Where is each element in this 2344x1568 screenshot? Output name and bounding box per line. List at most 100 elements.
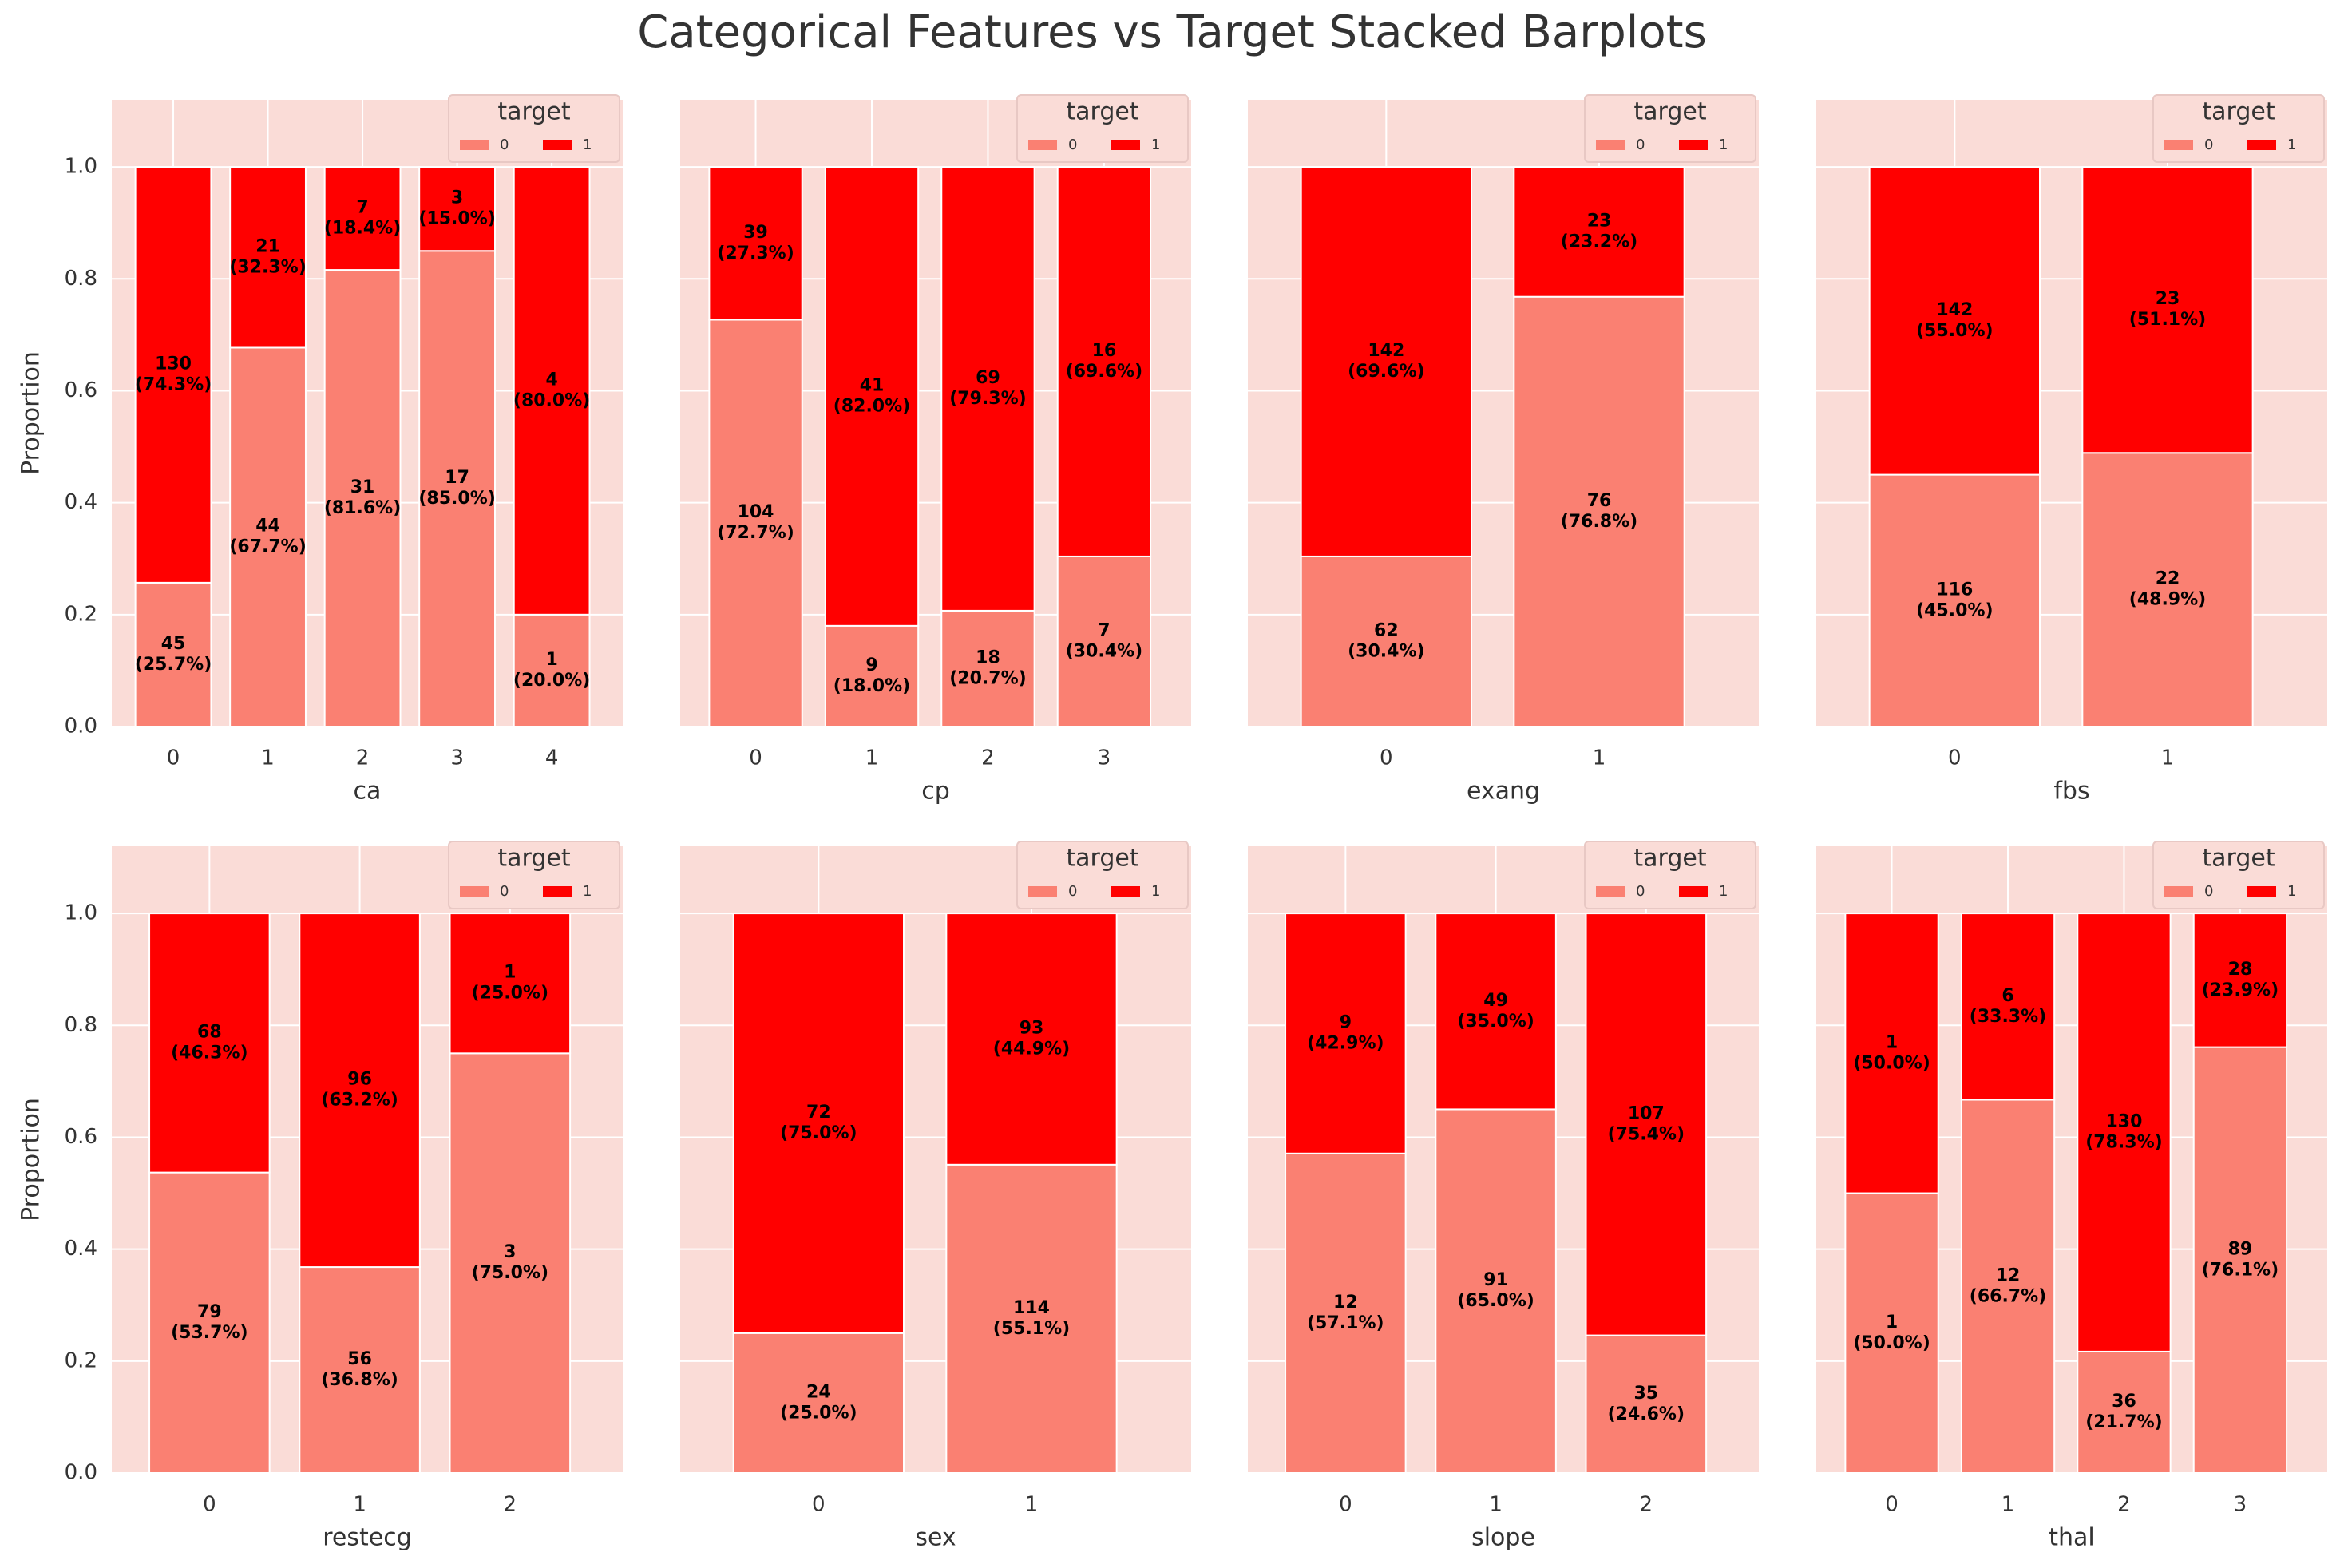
x-tick-label: 2 bbox=[2117, 1493, 2131, 1517]
legend-box bbox=[1584, 841, 1756, 909]
legend-swatch bbox=[1111, 140, 1140, 150]
x-axis-label: slope bbox=[1471, 1524, 1535, 1552]
legend-title: target bbox=[1633, 845, 1706, 873]
x-tick-label: 1 bbox=[1025, 1493, 1039, 1517]
data-label-count: 130 bbox=[2105, 1112, 2142, 1132]
data-label-count: 28 bbox=[2228, 960, 2253, 980]
bar-segment bbox=[148, 1171, 271, 1474]
legend-box bbox=[2152, 841, 2325, 909]
x-tick-label: 0 bbox=[749, 746, 762, 770]
data-label-count: 62 bbox=[1374, 620, 1399, 640]
data-label-percent: (44.9%) bbox=[993, 1039, 1070, 1059]
x-tick-label: 1 bbox=[1593, 746, 1606, 770]
data-label-percent: (78.3%) bbox=[2085, 1133, 2162, 1153]
bar-segment bbox=[708, 166, 803, 321]
data-label-percent: (55.1%) bbox=[993, 1319, 1070, 1339]
bar-segment bbox=[1868, 473, 2041, 727]
data-label-count: 41 bbox=[860, 375, 885, 395]
data-label-count: 18 bbox=[976, 647, 1000, 667]
data-label-count: 3 bbox=[451, 188, 463, 208]
bar-segment bbox=[323, 269, 402, 728]
data-label-percent: (75.4%) bbox=[1608, 1124, 1685, 1144]
bar-segment bbox=[1960, 1099, 2056, 1475]
legend-box bbox=[448, 94, 620, 163]
data-label-percent: (57.1%) bbox=[1307, 1313, 1384, 1333]
data-label-count: 35 bbox=[1634, 1384, 1659, 1404]
data-label-percent: (24.6%) bbox=[1608, 1404, 1685, 1424]
bar-segment bbox=[1435, 913, 1557, 1111]
x-tick-label: 1 bbox=[1489, 1493, 1503, 1517]
bar-segment bbox=[299, 913, 421, 1269]
bar-segment bbox=[940, 166, 1035, 612]
data-label-percent: (25.7%) bbox=[135, 655, 212, 675]
legend-label: 0 bbox=[500, 137, 509, 153]
data-label-percent: (76.8%) bbox=[1561, 512, 1637, 532]
data-label-percent: (30.4%) bbox=[1348, 641, 1424, 661]
x-axis-label: restecg bbox=[323, 1524, 412, 1552]
data-label-percent: (23.9%) bbox=[2202, 980, 2279, 1000]
bar-segment bbox=[299, 1266, 421, 1474]
data-label-count: 3 bbox=[504, 1242, 516, 1262]
bar-segment bbox=[1056, 166, 1152, 557]
bar-segment bbox=[229, 166, 307, 349]
data-label-count: 7 bbox=[356, 198, 368, 218]
data-label-count: 114 bbox=[1013, 1298, 1050, 1318]
bar-segment bbox=[1960, 913, 2056, 1101]
bar-segment bbox=[945, 1163, 1118, 1474]
data-label-percent: (25.0%) bbox=[780, 1403, 857, 1423]
data-label-count: 104 bbox=[738, 502, 774, 522]
x-tick-label: 0 bbox=[167, 746, 180, 770]
y-axis-label: Proportion bbox=[18, 1098, 46, 1222]
x-axis-label: ca bbox=[354, 778, 382, 806]
y-tick-label: 0.4 bbox=[65, 1237, 97, 1261]
data-label-percent: (74.3%) bbox=[135, 374, 212, 394]
legend-box bbox=[448, 841, 620, 909]
data-label-count: 9 bbox=[1340, 1012, 1352, 1032]
data-label-percent: (30.4%) bbox=[1066, 641, 1142, 661]
legend-swatch bbox=[2164, 886, 2193, 897]
legend-label: 1 bbox=[1151, 137, 1160, 153]
legend-swatch bbox=[543, 886, 572, 897]
bar-segment bbox=[513, 166, 591, 616]
bar-segment bbox=[323, 166, 402, 271]
y-tick-label: 0.6 bbox=[65, 378, 97, 402]
bar-segment bbox=[2077, 1350, 2172, 1474]
data-label-percent: (75.0%) bbox=[780, 1123, 857, 1143]
legend-swatch bbox=[1679, 140, 1708, 150]
data-label-count: 39 bbox=[743, 223, 768, 243]
data-label-percent: (48.9%) bbox=[2129, 590, 2206, 610]
legend-label: 1 bbox=[1719, 883, 1728, 900]
data-label-percent: (81.6%) bbox=[324, 498, 401, 518]
bar-segment bbox=[449, 913, 572, 1055]
bar-segment bbox=[449, 1052, 572, 1474]
bar-segment bbox=[732, 913, 905, 1334]
legend-label: 0 bbox=[1068, 137, 1077, 153]
legend-title: target bbox=[2202, 845, 2275, 873]
legend-label: 1 bbox=[2287, 883, 2296, 900]
bar-segment bbox=[1868, 166, 2041, 476]
data-label-percent: (75.0%) bbox=[472, 1263, 548, 1283]
legend-box bbox=[2152, 94, 2325, 163]
data-label-count: 21 bbox=[255, 236, 280, 256]
data-label-count: 96 bbox=[347, 1070, 372, 1090]
data-label-percent: (85.0%) bbox=[418, 489, 495, 509]
data-label-count: 56 bbox=[347, 1349, 372, 1369]
bar-segment bbox=[134, 581, 212, 728]
legend-swatch bbox=[2247, 886, 2276, 897]
data-label-percent: (25.0%) bbox=[472, 984, 548, 1004]
subplot: 0.0 0.2 0.4 0.6 0.8 1.0 0 1 2 79(53.7%) 68(46.3%) 5… bbox=[18, 841, 623, 1552]
legend-title: target bbox=[1066, 845, 1138, 873]
data-label-percent: (79.3%) bbox=[949, 389, 1026, 409]
data-label-percent: (65.0%) bbox=[1457, 1291, 1534, 1311]
data-label-percent: (27.3%) bbox=[717, 244, 794, 263]
bar-segment bbox=[940, 609, 1035, 727]
data-label-percent: (63.2%) bbox=[321, 1091, 398, 1111]
y-tick-label: 1.0 bbox=[65, 901, 97, 925]
x-tick-label: 0 bbox=[1948, 746, 1962, 770]
data-label-count: 116 bbox=[1936, 580, 1973, 600]
subplot: 0 1 116(45.0%) 142(55.0%) 22(48.9%) 23(51.1%)… bbox=[1816, 94, 2327, 806]
data-label-count: 142 bbox=[1368, 341, 1404, 361]
data-label-count: 76 bbox=[1587, 491, 1612, 511]
bar-segment bbox=[229, 346, 307, 727]
